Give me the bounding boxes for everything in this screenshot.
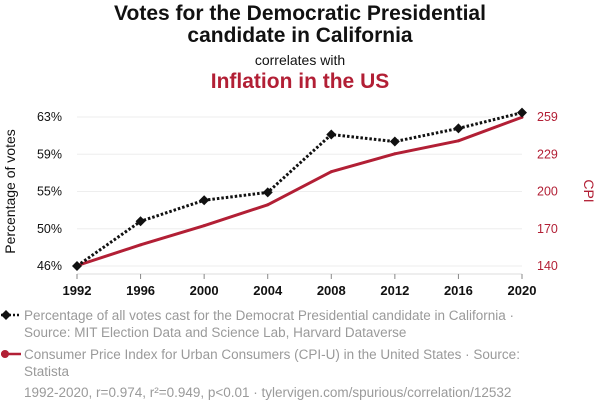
cpi-data-point xyxy=(329,170,333,174)
cpi-series-line xyxy=(76,115,523,268)
cpi-data-point xyxy=(266,203,270,207)
cpi-data-point xyxy=(456,139,460,143)
votes-data-point xyxy=(326,129,337,140)
line-chart: 46% 140 50% 170 55% 200 59% 229 63% 259 1992 1996 20… xyxy=(2,107,597,298)
y-left-tick-label: 46% xyxy=(37,259,62,273)
chart-subtitle: correlates with xyxy=(254,52,346,68)
votes-data-point xyxy=(517,107,527,118)
cpi-data-point xyxy=(393,152,397,156)
y-left-tick-label: 50% xyxy=(37,222,62,236)
y-left-tick-label: 63% xyxy=(37,110,62,124)
x-tick-label: 1992 xyxy=(63,283,92,298)
y-right-axis-label: CPI xyxy=(581,179,597,202)
x-tick-label: 2004 xyxy=(253,283,283,298)
x-tick-label: 2016 xyxy=(444,283,473,298)
solid-line-circle-icon xyxy=(1,350,21,358)
legend-label-votes: Percentage of all votes cast for the Dem… xyxy=(24,308,515,340)
dotted-line-diamond-icon xyxy=(1,310,21,320)
chart-title-2: Inflation in the US xyxy=(210,70,390,93)
x-tick-label: 2012 xyxy=(380,283,409,298)
cpi-data-point xyxy=(139,243,143,247)
votes-data-point xyxy=(199,195,210,206)
chart-title-line2: candidate in California xyxy=(187,24,413,47)
x-tick-label: 2020 xyxy=(508,283,537,298)
votes-data-point xyxy=(389,136,400,147)
cpi-data-point xyxy=(202,224,206,228)
votes-data-point xyxy=(72,261,82,271)
votes-data-point xyxy=(262,187,273,198)
y-right-tick-label: 259 xyxy=(537,110,558,124)
y-right-tick-label: 140 xyxy=(537,259,558,273)
y-right-tick-label: 200 xyxy=(537,185,558,199)
y-left-tick-label: 55% xyxy=(37,185,62,199)
votes-data-point xyxy=(135,216,146,227)
x-tick-label: 2008 xyxy=(317,283,346,298)
x-tick-label: 2000 xyxy=(190,283,219,298)
legend-label-cpi: Consumer Price Index for Urban Consumers… xyxy=(24,347,520,379)
y-left-axis-label: Percentage of votes xyxy=(2,129,18,254)
votes-data-point xyxy=(453,123,464,134)
footer-stats: 1992-2020, r=0.974, r²=0.949, p<0.01 · t… xyxy=(24,385,512,400)
y-right-tick-label: 229 xyxy=(537,147,558,161)
y-left-tick-label: 59% xyxy=(37,147,62,161)
y-right-tick-label: 170 xyxy=(537,222,558,236)
x-tick-label: 1996 xyxy=(126,283,155,298)
chart-title-line1: Votes for the Democratic Presidential xyxy=(114,2,486,25)
